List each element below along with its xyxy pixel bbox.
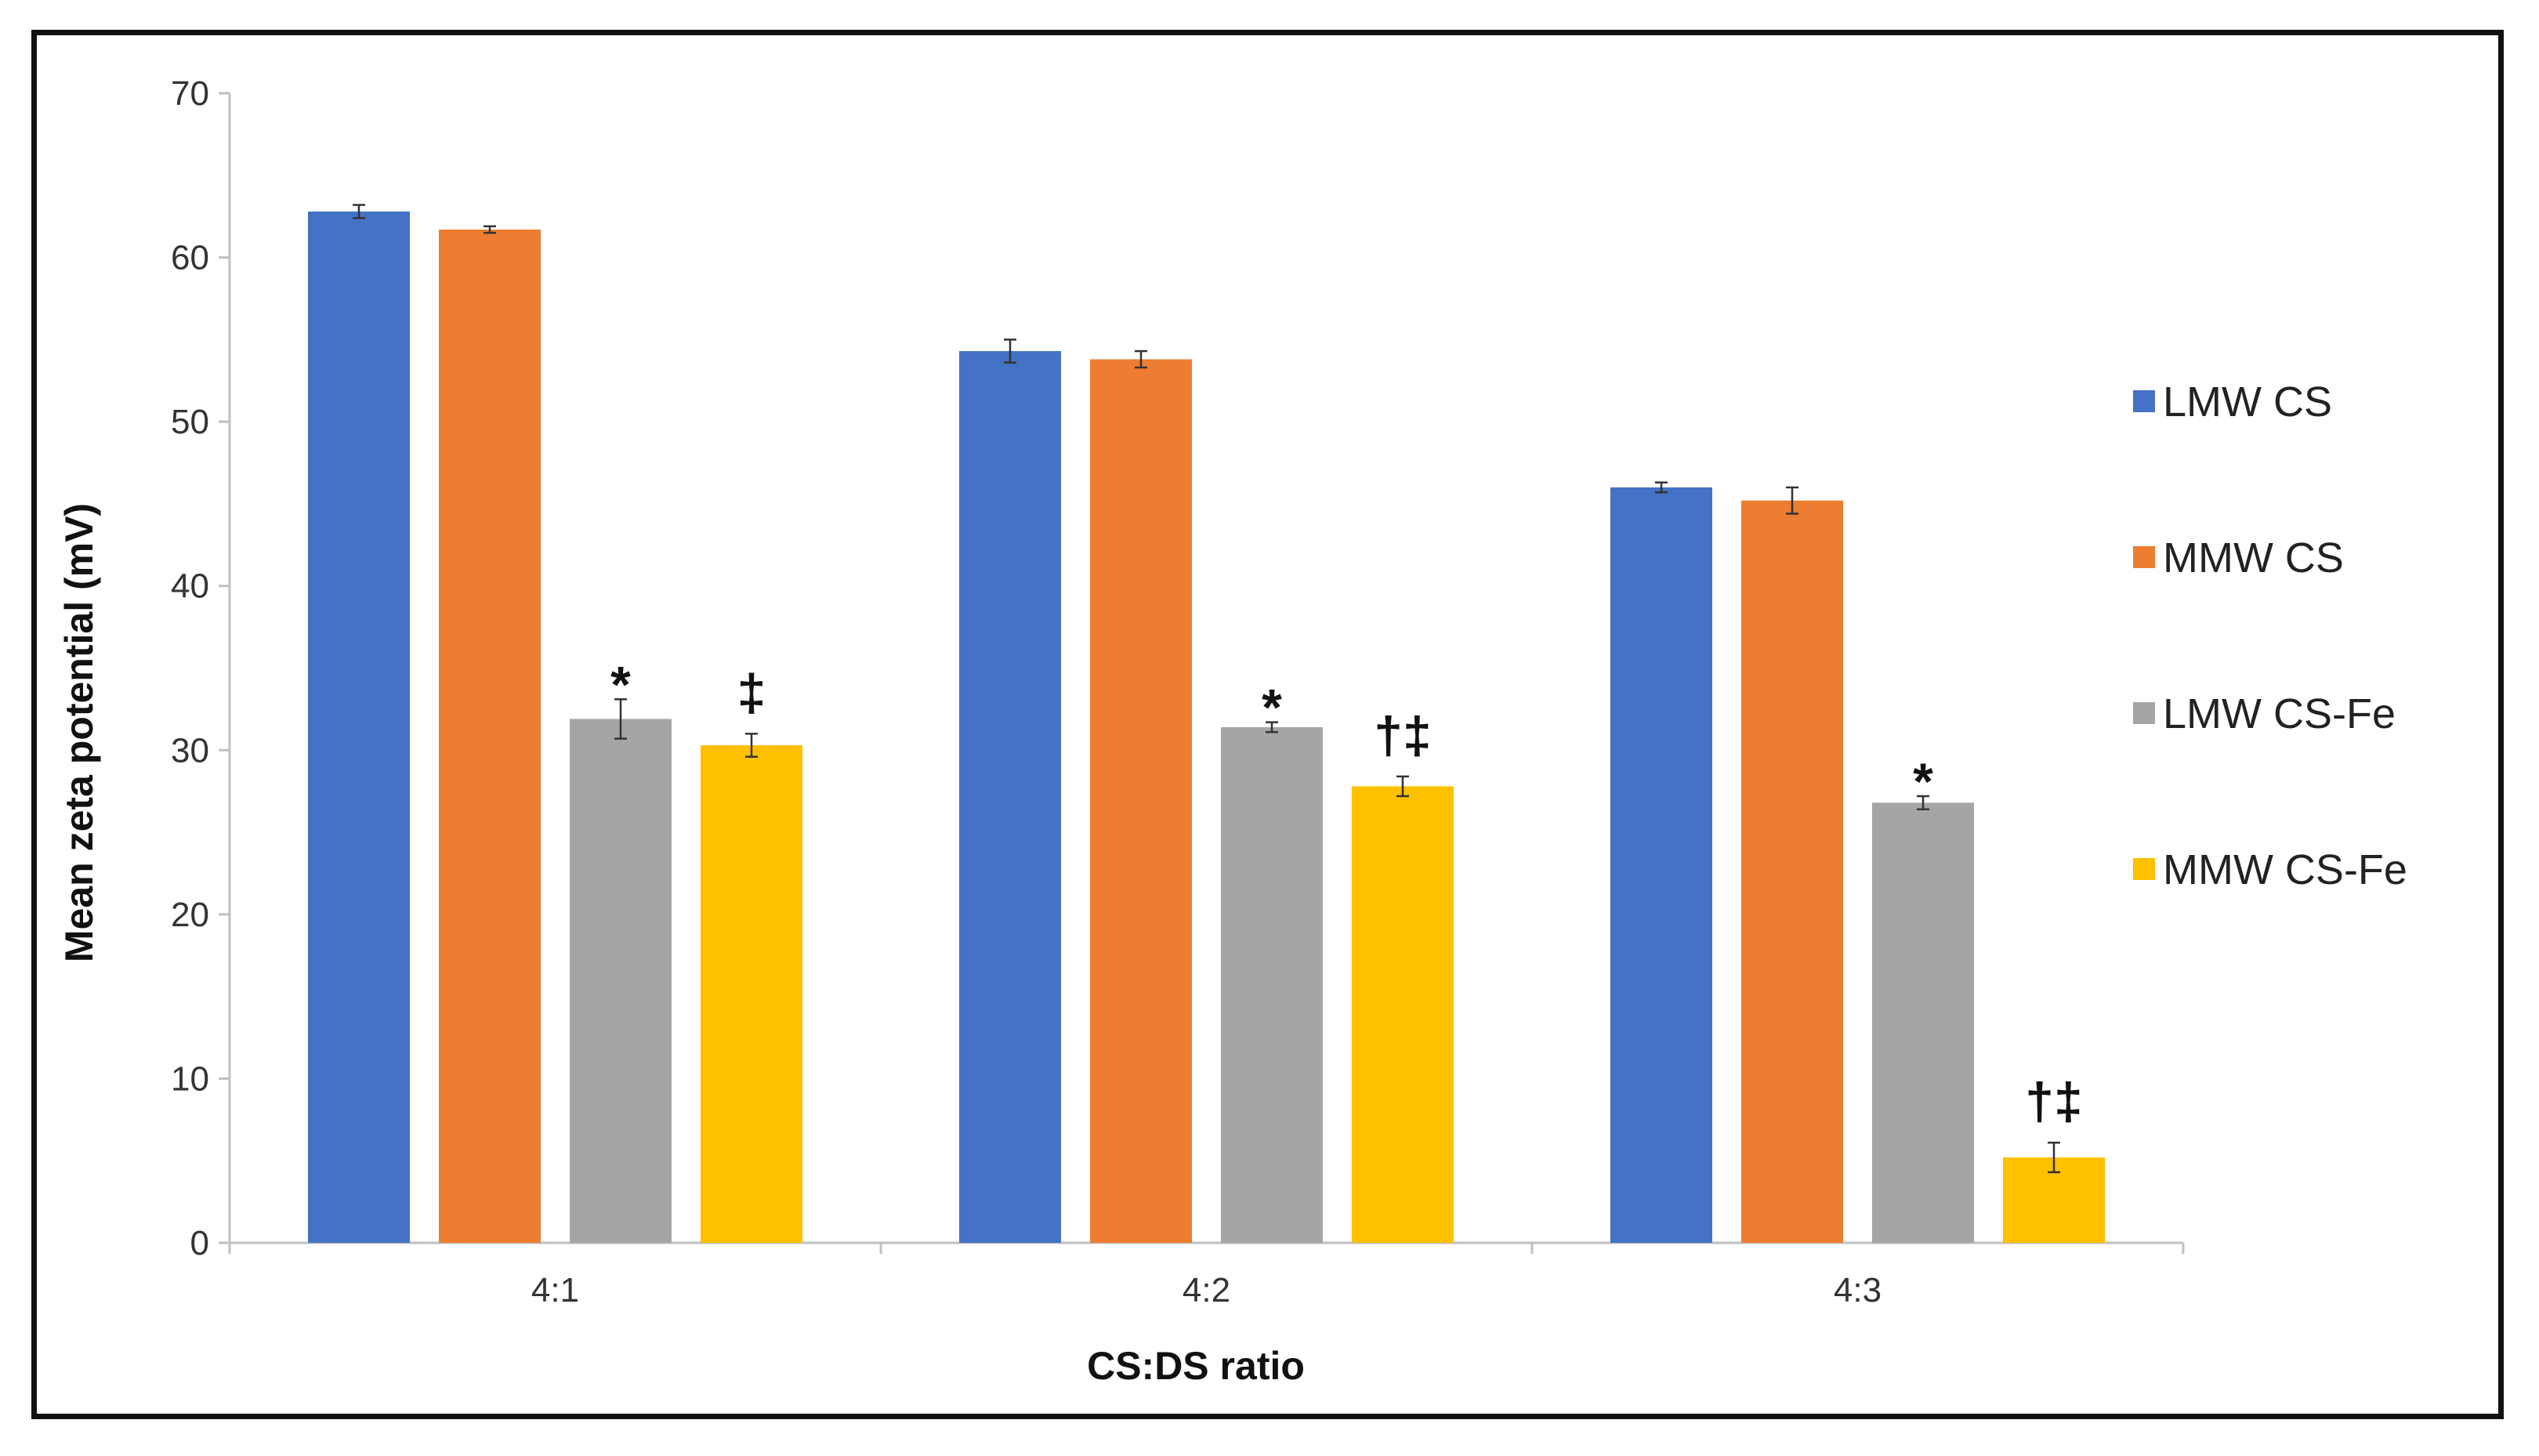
bar bbox=[701, 744, 802, 1243]
bar bbox=[570, 719, 672, 1243]
bar bbox=[1741, 500, 1843, 1243]
significance-markers: * * * ‡ †‡ †‡ bbox=[610, 655, 2083, 1130]
y-tick-label: 40 bbox=[171, 567, 209, 606]
legend-swatch bbox=[2133, 702, 2155, 724]
bar bbox=[1221, 726, 1323, 1243]
bar bbox=[959, 351, 1061, 1244]
bar bbox=[1090, 359, 1192, 1243]
y-axis-title: Mean zeta potential (mV) bbox=[57, 503, 101, 962]
significance-marker: †‡ bbox=[2025, 1072, 2082, 1130]
legend-swatch bbox=[2133, 546, 2155, 568]
bar bbox=[308, 211, 410, 1244]
bars bbox=[308, 211, 2105, 1244]
legend-label: MMW CS-Fe bbox=[2163, 846, 2407, 893]
legend-swatch bbox=[2133, 390, 2155, 412]
bar bbox=[1610, 487, 1712, 1243]
error-bars bbox=[353, 204, 2060, 1174]
legend-label: MMW CS bbox=[2163, 534, 2344, 581]
significance-marker: †‡ bbox=[1374, 706, 1431, 764]
significance-marker: ‡ bbox=[737, 663, 766, 721]
legend-label: LMW CS bbox=[2163, 378, 2332, 426]
y-tick-label: 30 bbox=[171, 731, 209, 770]
x-tick-label: 4:1 bbox=[531, 1271, 579, 1309]
legend-label: LMW CS-Fe bbox=[2163, 690, 2396, 737]
y-tick-label: 60 bbox=[171, 239, 209, 277]
bar bbox=[1872, 802, 1974, 1243]
significance-marker: * bbox=[610, 655, 631, 713]
bar bbox=[1352, 786, 1454, 1243]
x-tick-label: 4:3 bbox=[1834, 1271, 1882, 1309]
legend: LMW CS MMW CS LMW CS-Fe MMW CS-Fe bbox=[2133, 378, 2407, 893]
y-tick-label: 10 bbox=[171, 1059, 209, 1098]
y-tick-label: 20 bbox=[171, 896, 209, 934]
x-tick-label: 4:2 bbox=[1183, 1271, 1230, 1309]
bar bbox=[439, 229, 541, 1243]
axes: 0 10 20 30 40 50 60 70 4:1 4:2 4:3 bbox=[171, 74, 2185, 1309]
y-tick-label: 50 bbox=[171, 403, 209, 441]
x-axis-title: CS:DS ratio bbox=[1087, 1344, 1305, 1388]
y-tick-label: 0 bbox=[190, 1224, 209, 1262]
significance-marker: * bbox=[1262, 679, 1282, 737]
significance-marker: * bbox=[1913, 752, 1933, 810]
y-tick-label: 70 bbox=[171, 74, 209, 113]
legend-swatch bbox=[2133, 858, 2155, 880]
